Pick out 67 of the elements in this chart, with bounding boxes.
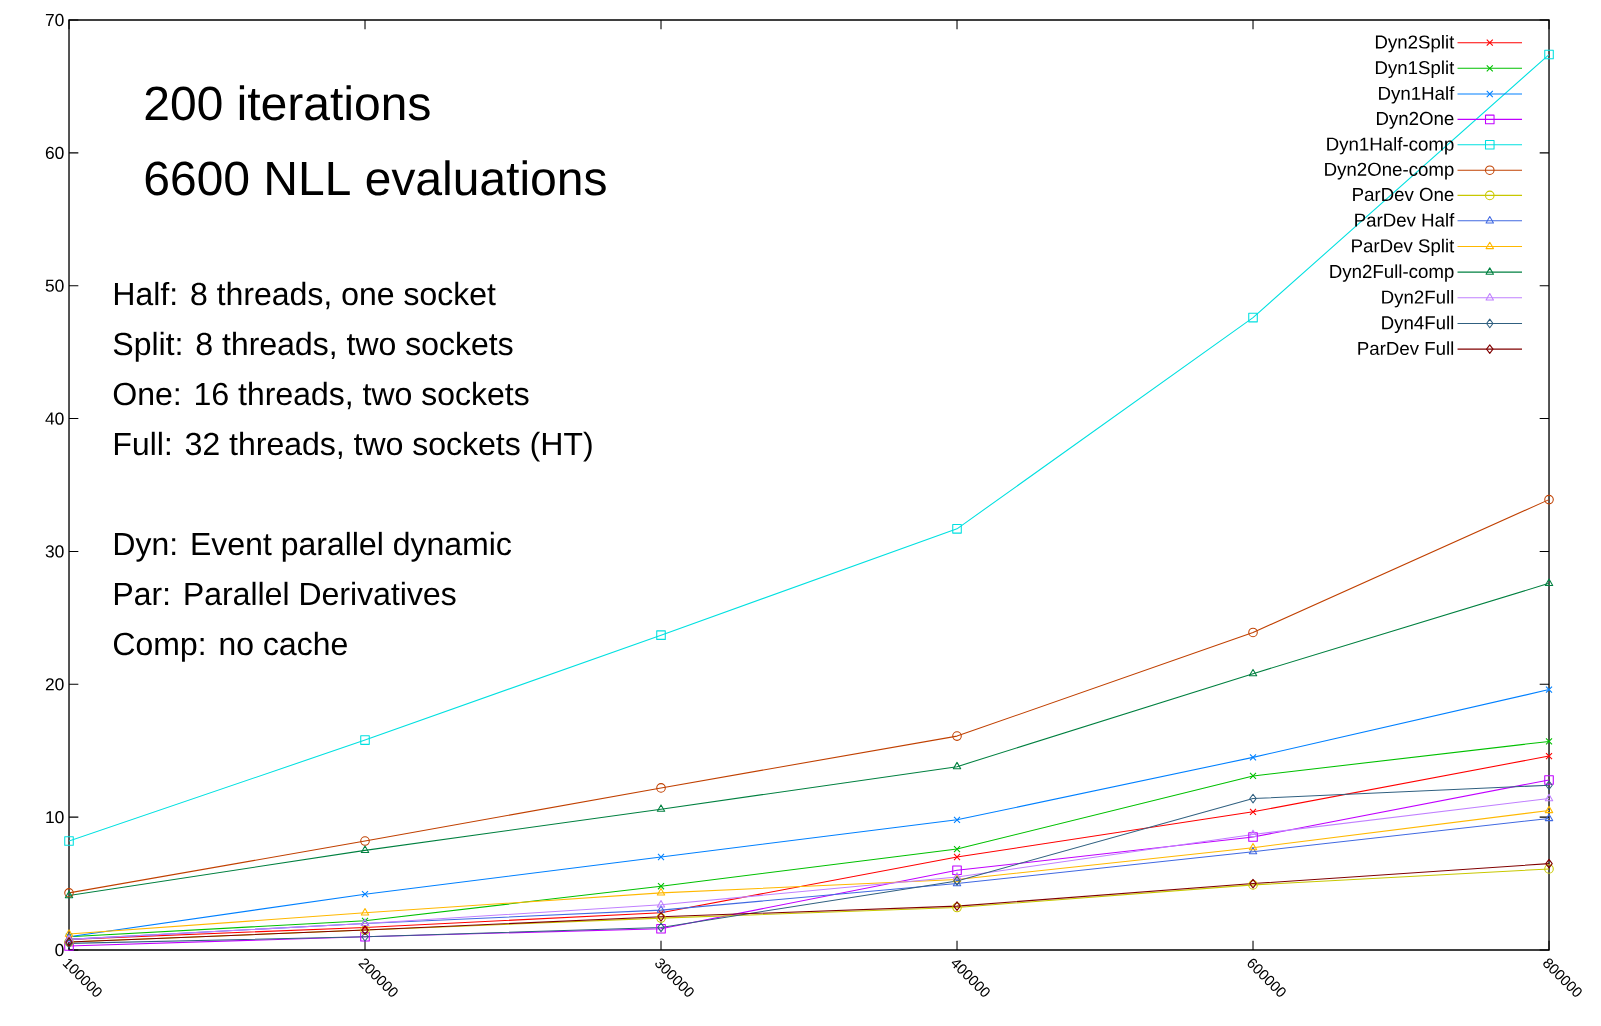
annotation: Half: 8 threads, one socket — [114, 281, 496, 310]
point — [360, 836, 370, 846]
annotation: Par: Parallel Derivatives — [114, 581, 456, 606]
annotation: Comp: no cache — [113, 631, 347, 662]
legend-label: Dyn2Split — [1375, 34, 1455, 53]
point — [64, 929, 74, 937]
point — [1249, 808, 1257, 816]
y-tick-label: 0 — [55, 943, 64, 957]
legend-label: Dyn1Half — [1379, 86, 1455, 104]
legend-label: Dyn4Full — [1382, 315, 1454, 334]
annotation: Split: 8 threads, two sockets — [113, 331, 513, 362]
point — [952, 731, 962, 741]
y-tick-label: 60 — [45, 146, 64, 159]
point — [952, 865, 962, 876]
y-tick-label: 50 — [45, 279, 64, 292]
legend-label: Dyn1Split — [1375, 60, 1455, 78]
point — [1248, 829, 1258, 838]
point — [1544, 805, 1554, 814]
point — [360, 907, 370, 916]
legend-label: ParDev Split — [1352, 238, 1455, 257]
point — [1248, 627, 1258, 638]
point — [656, 804, 666, 812]
point — [64, 836, 74, 846]
y-tick-label: 40 — [45, 412, 64, 425]
point — [1248, 832, 1258, 842]
point — [953, 816, 961, 824]
y-tick-label: 20 — [45, 678, 64, 691]
y-tick-label: 70 — [45, 13, 64, 27]
point — [1249, 753, 1257, 761]
legend-label: Dyn2Full — [1382, 290, 1454, 308]
legend-label: Dyn2One — [1376, 111, 1454, 129]
point — [1248, 842, 1258, 851]
point — [1248, 312, 1258, 323]
annotation: One: 16 threads, two sockets — [113, 381, 529, 410]
point — [1544, 578, 1554, 586]
point — [656, 783, 666, 793]
point — [1544, 494, 1554, 505]
point — [952, 761, 962, 770]
point — [1248, 668, 1258, 677]
annotation: 200 iterations — [145, 85, 430, 121]
legend-label: Dyn2Full-comp — [1330, 264, 1454, 282]
annotation: Dyn: Event parallel dynamic — [114, 531, 512, 562]
point — [1545, 686, 1553, 694]
point — [360, 845, 370, 854]
point — [656, 888, 666, 896]
point — [1248, 846, 1258, 855]
point — [361, 890, 369, 898]
point — [1545, 858, 1553, 869]
y-tick-label: 30 — [45, 545, 64, 558]
point — [1545, 737, 1553, 745]
y-tick-label: 10 — [46, 811, 64, 824]
point — [656, 905, 666, 913]
annotation: Full: 32 threads, two sockets (HT) — [114, 431, 592, 462]
point — [1544, 775, 1554, 785]
point — [1545, 780, 1553, 791]
point — [1249, 793, 1257, 804]
legend-label: ParDev Full — [1358, 341, 1454, 356]
point — [1544, 813, 1554, 822]
annotation: 6600 NLL evaluations — [145, 160, 606, 196]
point — [1544, 49, 1554, 60]
point — [657, 882, 665, 890]
point — [952, 524, 962, 534]
point — [360, 735, 370, 745]
point — [656, 900, 666, 908]
point — [656, 630, 666, 640]
point — [1544, 793, 1554, 802]
point — [1544, 864, 1554, 874]
